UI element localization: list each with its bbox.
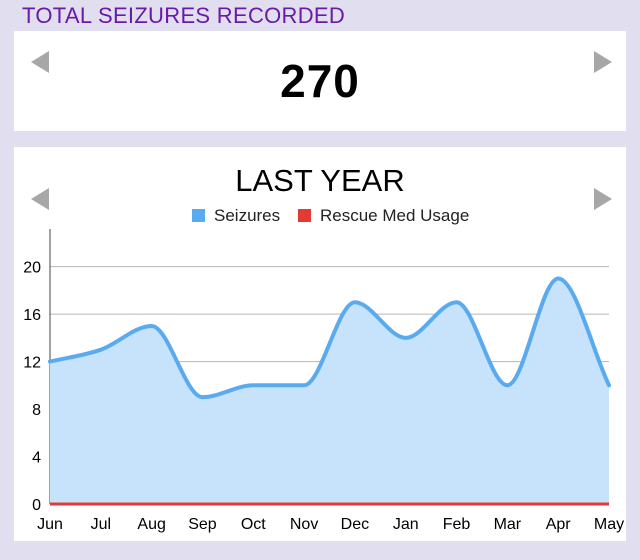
page-header-title: TOTAL SEIZURES RECORDED (22, 3, 346, 28)
x-tick-label-dec: Dec (341, 516, 369, 533)
y-tick-label-20: 20 (23, 260, 41, 277)
seizures-point-nov (303, 384, 305, 386)
next-total-arrow-icon[interactable] (594, 51, 612, 73)
legend-label-1: Rescue Med Usage (320, 206, 469, 225)
seizures-point-mar (506, 384, 508, 386)
chart-card: LAST YEAR Seizures Rescue Med Usage 0 4 8 12 16… (14, 147, 626, 541)
seizures-point-sep (201, 396, 203, 398)
x-tick-label-apr: Apr (546, 516, 572, 533)
next-period-arrow-icon[interactable] (594, 188, 612, 210)
x-tick-label-feb: Feb (443, 516, 471, 533)
x-tick-label-oct: Oct (241, 516, 266, 533)
seizures-line (48, 276, 611, 400)
y-tick-label-16: 16 (23, 307, 41, 324)
y-tick-label-12: 12 (23, 355, 41, 372)
seizures-point-feb (456, 301, 458, 303)
y-tick-label-8: 8 (32, 402, 41, 419)
seizures-point-may (608, 384, 610, 386)
seizures-point-aug (151, 325, 153, 327)
prev-period-arrow-icon[interactable] (31, 188, 49, 210)
total-seizures-value: 270 (280, 55, 360, 107)
legend-swatch-0 (192, 209, 205, 222)
seizures-point-jan (405, 337, 407, 339)
x-tick-label-jul: Jul (91, 516, 111, 533)
x-tick-label-nov: Nov (290, 516, 318, 533)
x-tick-label-jan: Jan (393, 516, 419, 533)
seizures-area (50, 278, 609, 504)
seizures-point-jul (100, 349, 102, 351)
total-card: 270 (14, 31, 626, 131)
y-tick-label-0: 0 (32, 497, 41, 514)
prev-total-arrow-icon[interactable] (31, 51, 49, 73)
x-tick-label-jun: Jun (37, 516, 63, 533)
y-tick-label-4: 4 (32, 450, 41, 467)
seizures-point-dec (354, 301, 356, 303)
seizures-point-jun (49, 361, 51, 363)
seizures-point-oct (252, 384, 254, 386)
seizures-point-apr (557, 277, 559, 279)
legend-swatch-1 (298, 209, 311, 222)
x-tick-label-aug: Aug (137, 516, 165, 533)
chart: LAST YEAR Seizures Rescue Med Usage 0 4 8 12 16… (23, 163, 624, 533)
x-tick-label-mar: Mar (494, 516, 522, 533)
x-tick-label-sep: Sep (188, 516, 217, 533)
legend-label-0: Seizures (214, 206, 280, 225)
x-tick-label-may: May (594, 516, 624, 533)
chart-title: LAST YEAR (235, 163, 404, 198)
